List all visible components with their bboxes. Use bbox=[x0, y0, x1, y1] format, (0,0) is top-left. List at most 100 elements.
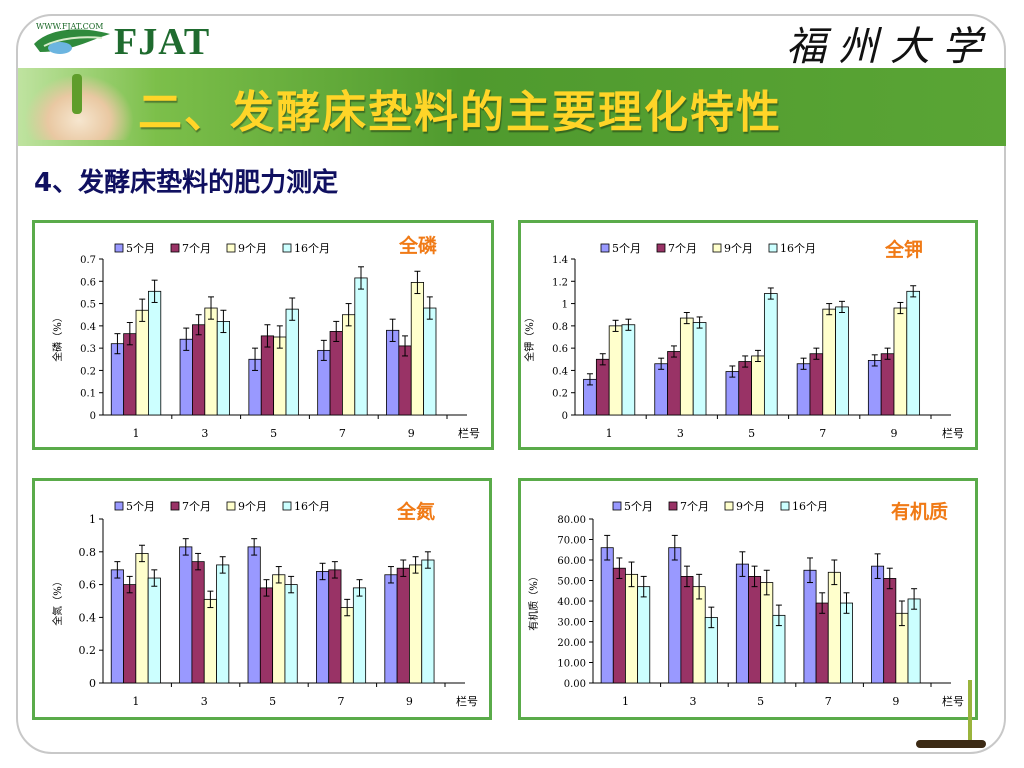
y-tick-label: 0 bbox=[90, 411, 96, 422]
bar bbox=[883, 578, 897, 684]
bar bbox=[822, 308, 836, 416]
bar bbox=[840, 602, 853, 684]
bar bbox=[352, 587, 367, 684]
bar bbox=[259, 587, 274, 684]
legend-label: 9个月 bbox=[724, 242, 753, 255]
x-axis-label: 栏号 bbox=[456, 694, 478, 708]
legend-swatch bbox=[668, 501, 678, 511]
y-axis-label: 有机质（%） bbox=[527, 571, 540, 631]
x-tick-label: 7 bbox=[819, 427, 826, 440]
university-name: 福州大学 bbox=[786, 24, 994, 70]
bar bbox=[123, 333, 137, 416]
bar bbox=[192, 324, 206, 416]
y-tick-label: 0.2 bbox=[79, 644, 97, 657]
bar bbox=[600, 547, 614, 684]
y-tick-label: 20.00 bbox=[557, 638, 586, 649]
bar bbox=[668, 547, 682, 684]
chart-label-phosphorus: 全磷 bbox=[399, 235, 438, 257]
y-tick-label: 0.00 bbox=[564, 679, 586, 690]
bar bbox=[396, 567, 410, 684]
y-tick-label: 60.00 bbox=[557, 556, 586, 567]
bar bbox=[410, 282, 425, 416]
y-axis-label: 全钾（%） bbox=[523, 312, 536, 362]
legend-label: 16个月 bbox=[780, 242, 816, 255]
bar bbox=[135, 553, 149, 684]
bar bbox=[342, 314, 356, 416]
y-tick-label: 0.8 bbox=[552, 322, 568, 333]
legend-swatch bbox=[780, 501, 790, 511]
legend-swatch bbox=[282, 501, 292, 511]
chart-organic-matter: 5个月 7个月 9个月 16个月 0.00 10.00 20.00 30.00 40.00 50.… bbox=[518, 478, 978, 720]
x-tick-label: 5 bbox=[269, 695, 276, 708]
y-tick-label: 0.6 bbox=[79, 579, 97, 592]
y-tick-label: 0.1 bbox=[80, 389, 96, 400]
bar bbox=[386, 329, 400, 416]
chart-potassium: 5个月 7个月 9个月 16个月 0 0.2 0.4 0.6 0.8 1 1.2 1.4 全钾（%） 栏号… bbox=[518, 220, 978, 450]
y-tick-label: 1.4 bbox=[552, 255, 568, 266]
legend-label: 5个月 bbox=[126, 242, 155, 255]
chart-potassium-svg: 5个月 7个月 9个月 16个月 0 0.2 0.4 0.6 0.8 1 1.2 1.4 全钾（%） 栏号… bbox=[523, 242, 964, 440]
chart-phosphorus: 5个月 7个月 9个月 16个月 0 0.1 0.2 0.3 0.4 0.5 0.6 0.7 全磷（%）… bbox=[32, 220, 494, 450]
bar bbox=[147, 577, 161, 684]
bar bbox=[748, 576, 762, 684]
y-tick-label: 30.00 bbox=[557, 618, 586, 629]
y-tick-label: 0.6 bbox=[80, 277, 96, 288]
bar bbox=[247, 546, 261, 684]
legend-swatch bbox=[600, 243, 610, 253]
x-axis-label: 栏号 bbox=[942, 426, 964, 440]
bar bbox=[409, 564, 423, 684]
bar bbox=[827, 571, 841, 684]
legend-swatch bbox=[768, 243, 778, 253]
legend-swatch bbox=[282, 243, 292, 253]
bar bbox=[384, 574, 398, 684]
y-tick-label: 0.4 bbox=[552, 366, 568, 377]
x-tick-label: 3 bbox=[690, 695, 697, 708]
chart-nitrogen: 5个月 7个月 9个月 16个月 0 0.2 0.4 0.6 0.8 1 全氮（%） 栏号 1 3 5 7 9 … bbox=[32, 478, 492, 720]
x-tick-label: 5 bbox=[748, 427, 755, 440]
sprout-icon bbox=[72, 74, 82, 114]
y-tick-label: 10.00 bbox=[557, 659, 586, 670]
plant-stem-decoration bbox=[968, 680, 972, 740]
bar bbox=[123, 584, 137, 684]
bar bbox=[316, 571, 330, 684]
y-axis-label: 全磷（%） bbox=[51, 312, 64, 362]
bar bbox=[608, 325, 623, 416]
bar bbox=[907, 598, 921, 684]
y-tick-label: 0.2 bbox=[80, 366, 96, 377]
logo-website: WWW.FJAT.COM bbox=[36, 22, 104, 31]
legend-swatch bbox=[170, 501, 180, 511]
y-tick-label: 40.00 bbox=[557, 597, 586, 608]
legend-label: 9个月 bbox=[238, 242, 267, 255]
x-tick-label: 3 bbox=[201, 695, 208, 708]
bar bbox=[735, 563, 749, 684]
x-axis-label: 栏号 bbox=[458, 426, 480, 440]
bar bbox=[216, 564, 230, 684]
y-tick-label: 0 bbox=[562, 411, 568, 422]
bar bbox=[612, 567, 626, 684]
bar bbox=[203, 598, 217, 684]
bar bbox=[110, 343, 125, 416]
x-tick-label: 1 bbox=[133, 427, 140, 440]
legend-swatch bbox=[712, 243, 722, 253]
bar bbox=[763, 293, 778, 416]
chart-phosphorus-svg: 5个月 7个月 9个月 16个月 0 0.1 0.2 0.3 0.4 0.5 0.6 0.7 全磷（%）… bbox=[51, 242, 480, 440]
section-subtitle: 4、发酵床垫料的肥力测定 bbox=[34, 168, 339, 198]
legend-swatch bbox=[226, 501, 236, 511]
bar bbox=[621, 324, 636, 416]
x-tick-label: 9 bbox=[892, 695, 899, 708]
bar bbox=[625, 573, 639, 684]
bar bbox=[284, 584, 298, 684]
bar bbox=[692, 586, 706, 684]
y-tick-label: 0.2 bbox=[552, 389, 568, 400]
x-tick-label: 5 bbox=[757, 695, 764, 708]
y-tick-label: 1 bbox=[89, 513, 96, 526]
bar bbox=[273, 336, 287, 416]
bar bbox=[667, 351, 681, 416]
bar bbox=[637, 586, 651, 684]
bar bbox=[216, 321, 230, 416]
legend-label: 7个月 bbox=[680, 500, 709, 513]
chart-label-organic: 有机质 bbox=[891, 501, 949, 523]
x-tick-label: 1 bbox=[622, 695, 629, 708]
bar bbox=[725, 371, 740, 416]
slide-frame bbox=[16, 14, 1006, 754]
